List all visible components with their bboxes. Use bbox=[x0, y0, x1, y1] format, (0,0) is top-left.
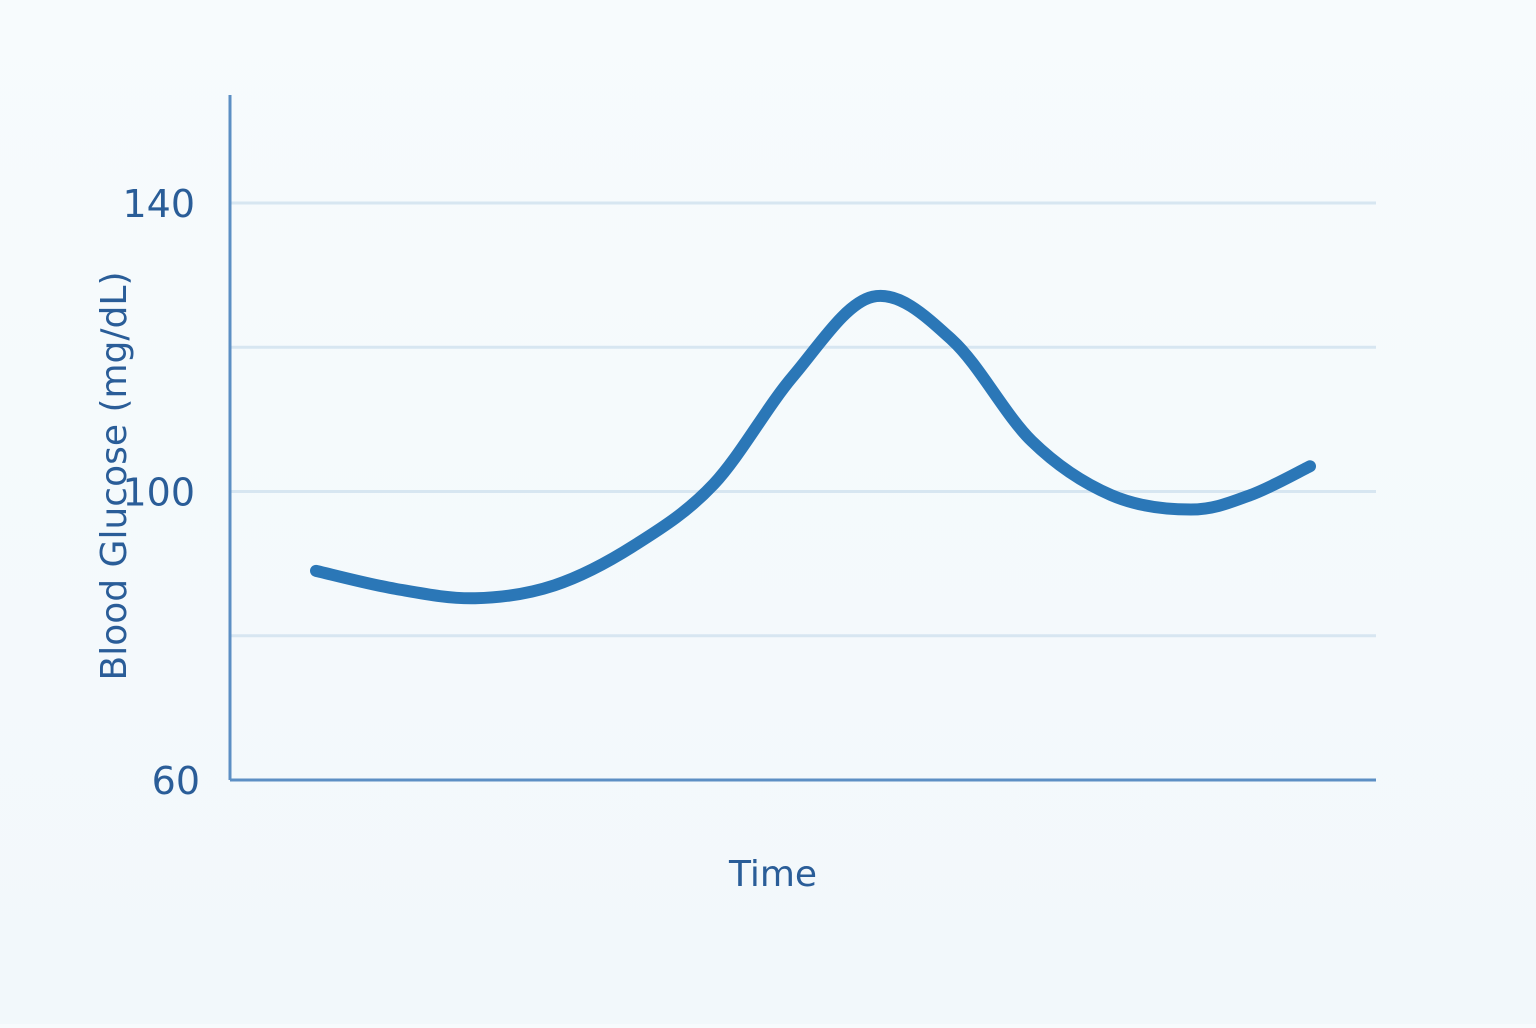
glucose-series-line bbox=[310, 289, 1316, 605]
y-tick-label: 60 bbox=[152, 759, 200, 803]
y-tick-labels: 60 100 140 bbox=[122, 182, 200, 803]
y-tick-label: 140 bbox=[122, 182, 195, 226]
grid-lines bbox=[230, 201, 1376, 638]
y-tick-label: 100 bbox=[122, 471, 195, 515]
x-axis-title: Time bbox=[728, 854, 817, 895]
y-axis-title: Blood Glucose (mg/dL) bbox=[94, 272, 135, 681]
